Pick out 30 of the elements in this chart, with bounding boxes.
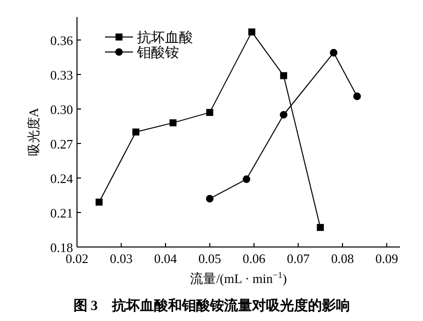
legend-label: 抗坏血酸 — [137, 30, 193, 46]
point — [248, 28, 256, 36]
y-tick-label: 0.24 — [50, 171, 74, 186]
y-tick-label: 0.30 — [50, 102, 73, 117]
y-tick-label: 0.27 — [50, 136, 74, 152]
x-tick-label: 0.05 — [198, 251, 222, 266]
y-tick-label: 0.36 — [50, 33, 74, 48]
point — [206, 108, 214, 116]
x-tick-label: 0.09 — [375, 251, 398, 266]
point — [280, 110, 288, 119]
point — [330, 48, 338, 56]
point — [96, 198, 103, 206]
point — [132, 128, 140, 136]
x-axis-title: 流量/(mL · min$^{−1}$) — [190, 270, 287, 286]
caption: 图 3 抗坏血酸和钼酸铵流量对吸光度的影响 — [73, 297, 350, 314]
x-tick-label: 0.07 — [286, 251, 310, 266]
x-tick-label: 0.08 — [331, 251, 354, 266]
point — [242, 175, 250, 183]
point — [316, 224, 324, 231]
point — [206, 194, 214, 202]
point — [170, 119, 177, 126]
point — [353, 92, 361, 100]
x-tick-label: 0.06 — [242, 251, 266, 266]
point — [280, 72, 288, 80]
y-axis-title: 吸光度A — [26, 107, 41, 156]
x-tick-label: 0.03 — [110, 251, 133, 266]
legend-label: 钼酸铵 — [136, 45, 179, 61]
y-tick-label: 0.21 — [50, 206, 73, 220]
y-tick-label: 0.33 — [50, 68, 73, 82]
x-tick-label: 0.04 — [154, 251, 178, 266]
